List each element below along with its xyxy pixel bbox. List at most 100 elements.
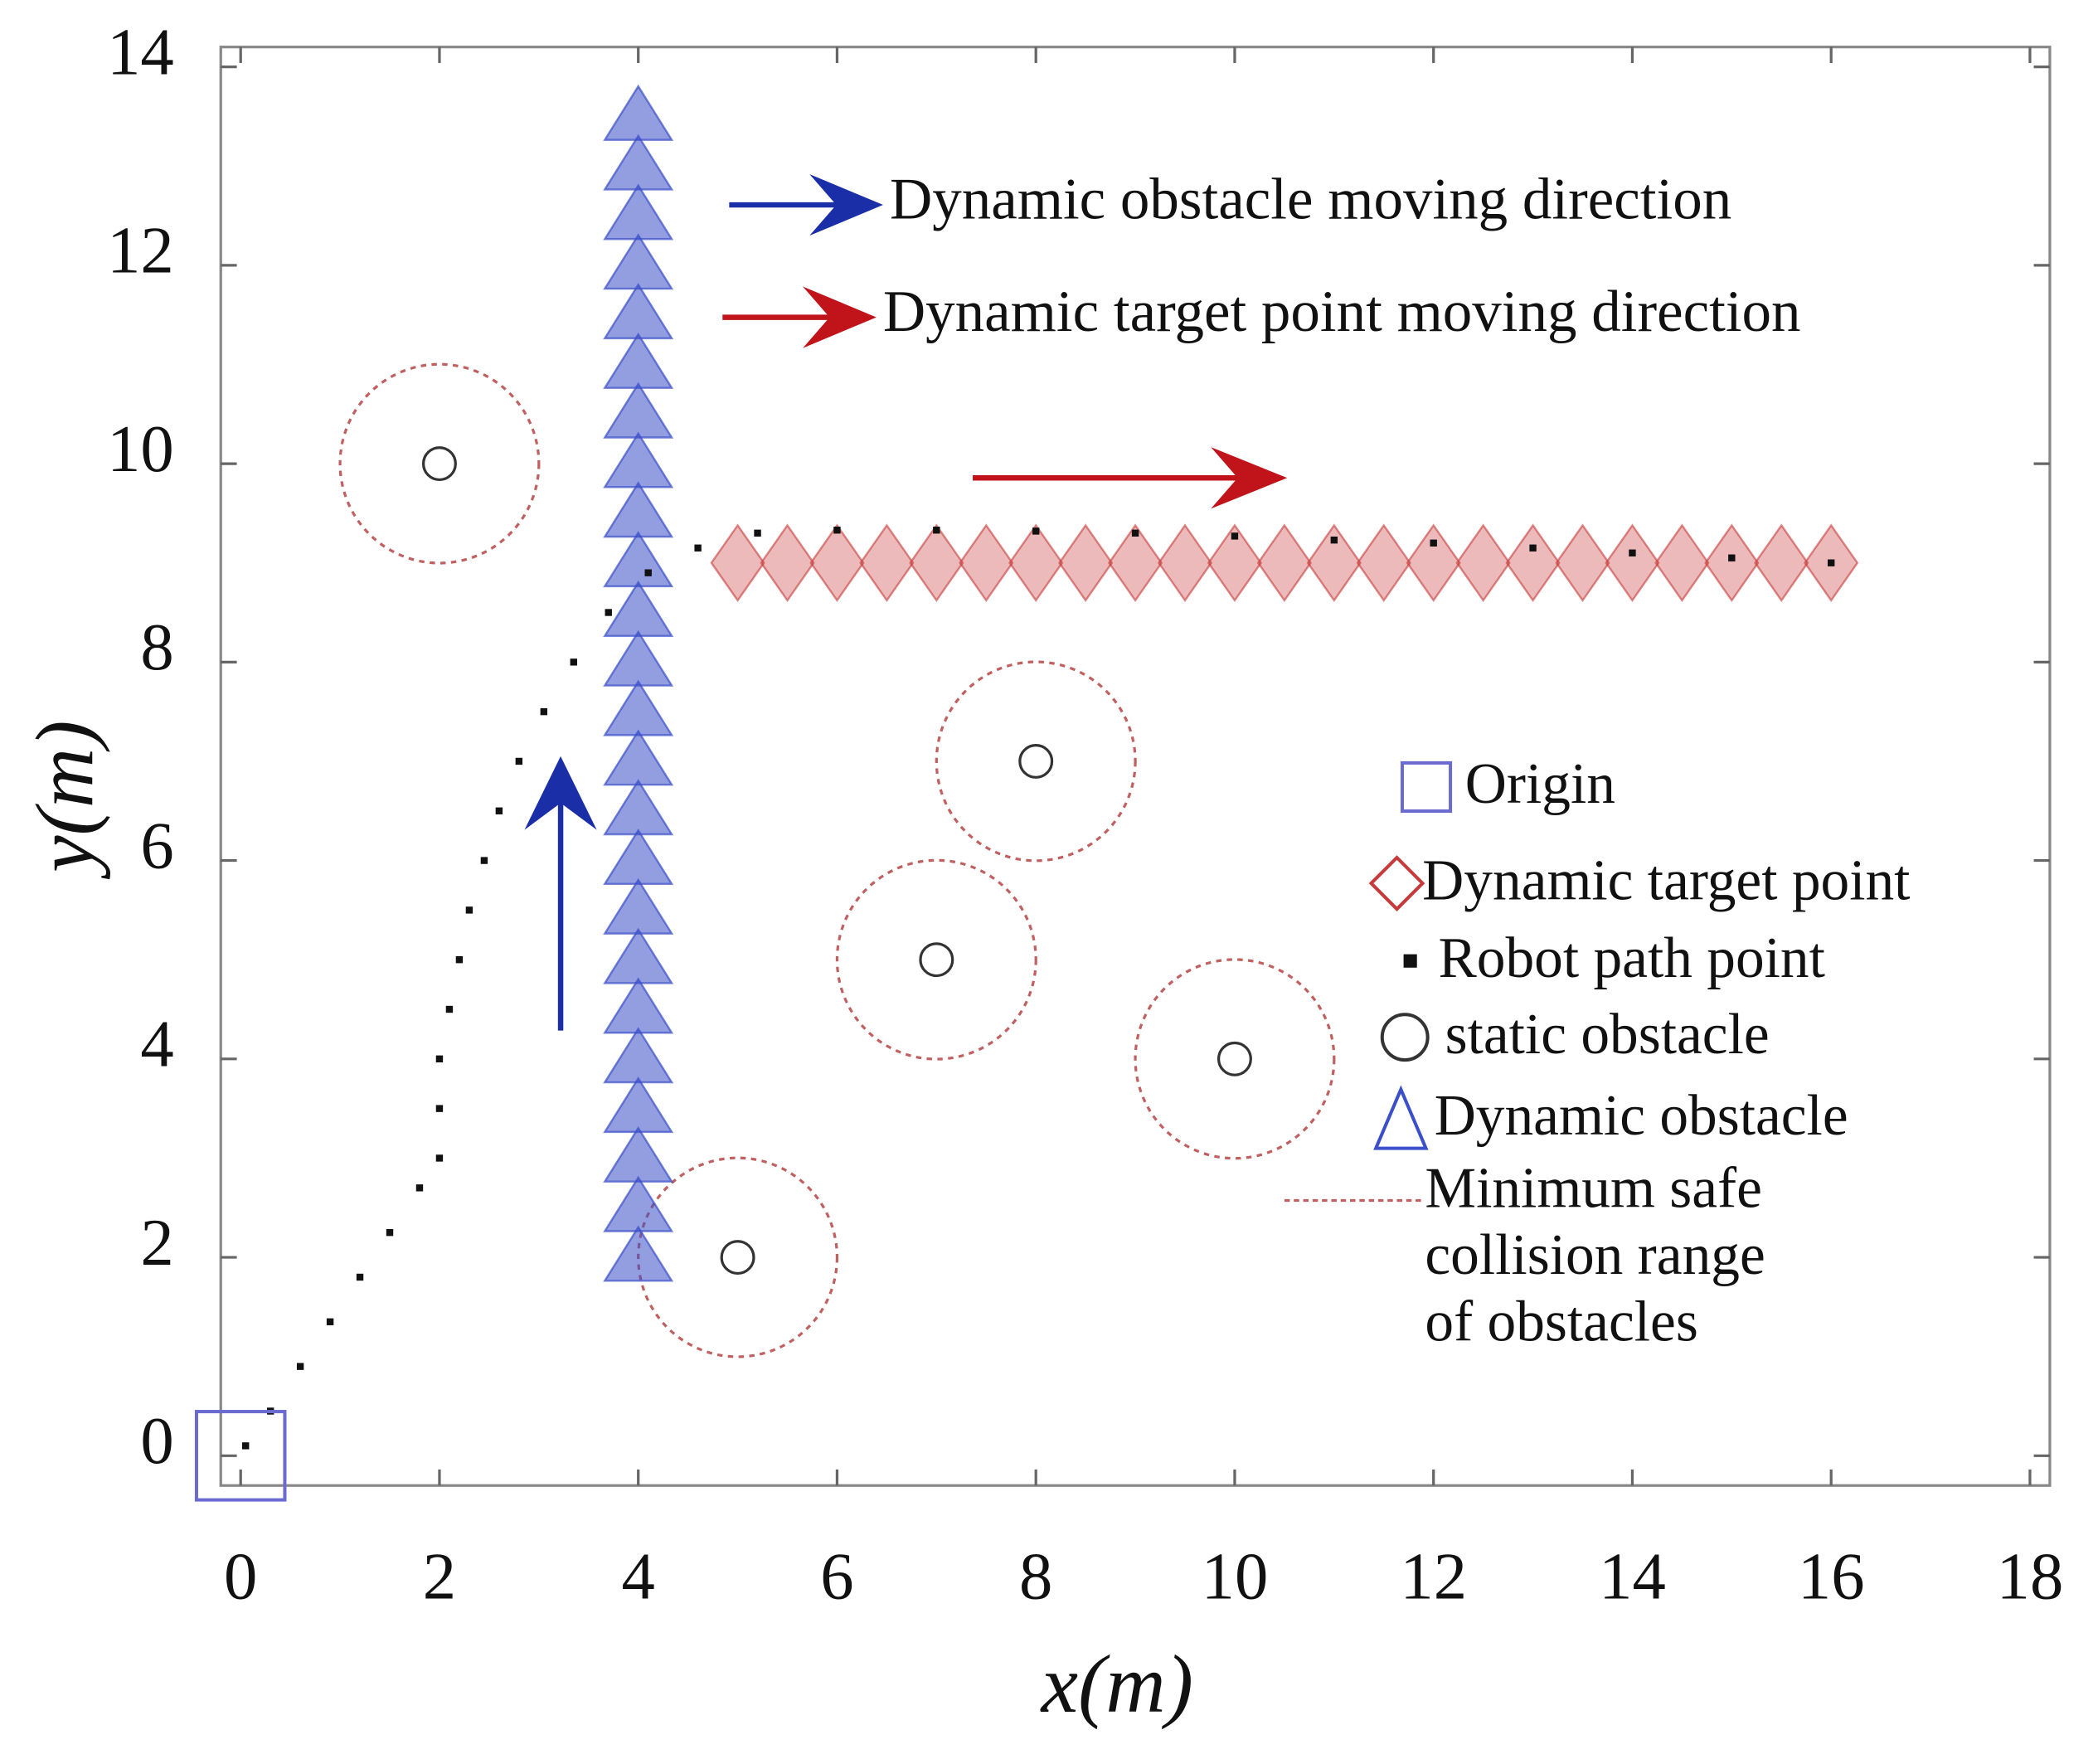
dynamic-obstacle <box>603 877 674 935</box>
target-marker <box>1008 523 1064 602</box>
dynamic-obstacle <box>603 729 674 786</box>
path-point <box>465 906 474 914</box>
path-point <box>1529 544 1537 552</box>
dynamic-obstacle <box>603 1125 674 1183</box>
path-point <box>1629 549 1636 556</box>
legend-label: Minimum safe <box>1425 1156 1762 1220</box>
dynamic-obstacle <box>603 431 674 488</box>
legend-label: Dynamic obstacle <box>1435 1084 1848 1148</box>
dynamic-obstacle <box>603 332 674 389</box>
safe-range <box>338 362 541 565</box>
path-point <box>1231 532 1239 540</box>
dynamic-obstacle <box>603 134 674 191</box>
dynamic-obstacle <box>603 828 674 886</box>
target-marker <box>1306 523 1362 602</box>
dynamic-obstacle <box>603 481 674 538</box>
path-point <box>435 1105 444 1112</box>
dynamic-obstacle <box>603 779 674 836</box>
y-tick-label: 2 <box>140 1206 173 1280</box>
dynamic-obstacle <box>603 679 674 736</box>
path-point <box>455 956 464 964</box>
legend-marker <box>1380 1013 1430 1062</box>
path-point <box>386 1228 394 1237</box>
safe-range <box>637 1156 839 1358</box>
legend-label: collision range <box>1425 1223 1765 1287</box>
dynamic-obstacle <box>603 1175 674 1232</box>
x-tick-label: 2 <box>423 1540 456 1614</box>
path-point <box>356 1273 364 1281</box>
annotation: Dynamic obstacle moving direction <box>890 167 1731 231</box>
legend-label: static obstacle <box>1445 1003 1770 1067</box>
x-tick-label: 12 <box>1400 1540 1467 1614</box>
legend-label: of obstacles <box>1425 1290 1697 1354</box>
legend-marker <box>1373 1085 1429 1150</box>
path-point <box>1728 554 1736 561</box>
target-marker <box>1406 523 1461 602</box>
dynamic-obstacle <box>603 283 674 340</box>
y-tick-label: 10 <box>107 412 174 486</box>
red-arrow <box>722 286 1288 509</box>
target-marker <box>909 523 964 602</box>
dynamic-obstacle <box>603 531 674 588</box>
x-tick-label: 18 <box>1997 1540 2064 1614</box>
target-marker <box>1505 523 1561 602</box>
path-point <box>570 658 577 666</box>
target-marker <box>809 523 865 602</box>
path-point <box>1430 539 1437 547</box>
path-point <box>1131 529 1139 537</box>
dynamic-obstacle <box>603 381 674 439</box>
x-axis-label: x(m) <box>1040 1638 1193 1730</box>
dynamic-obstacle <box>603 629 674 687</box>
x-tick-label: 10 <box>1202 1540 1269 1614</box>
path-point <box>933 527 940 534</box>
target-marker <box>859 523 915 602</box>
target-marker <box>959 523 1014 602</box>
y-tick-label: 12 <box>107 214 174 288</box>
path-point <box>495 807 503 814</box>
static-obstacle <box>720 1240 755 1276</box>
path-point <box>833 527 841 534</box>
target-marker <box>1704 523 1760 602</box>
target-marker <box>1207 523 1263 602</box>
target-marker <box>1654 523 1710 602</box>
dynamic-obstacle <box>603 233 674 290</box>
target-marker <box>1058 523 1114 602</box>
path-point <box>435 1055 444 1063</box>
y-tick-label: 6 <box>140 809 173 882</box>
x-tick-label: 14 <box>1599 1540 1666 1614</box>
dynamic-obstacle <box>603 580 674 637</box>
path-point <box>435 1154 444 1162</box>
path-point <box>1827 559 1835 566</box>
dynamic-obstacle <box>603 927 674 984</box>
path-point <box>605 609 612 616</box>
dynamic-obstacle <box>603 977 674 1034</box>
y-tick-label: 4 <box>140 1008 173 1081</box>
y-tick-label: 0 <box>140 1404 173 1478</box>
x-tick-label: 8 <box>1019 1540 1052 1614</box>
dynamic-obstacle <box>603 84 674 141</box>
safe-range <box>835 858 1037 1061</box>
origin-marker <box>194 1410 287 1502</box>
path-point <box>445 1005 454 1013</box>
path-point <box>480 857 488 864</box>
path-point <box>754 529 761 537</box>
legend-label: Origin <box>1465 752 1615 816</box>
blue-arrow <box>524 173 883 1031</box>
static-obstacle <box>1018 743 1054 779</box>
static-obstacle <box>919 942 954 978</box>
target-marker <box>1256 523 1312 602</box>
dynamic-obstacle <box>603 1076 674 1134</box>
dynamic-obstacle <box>603 1027 674 1084</box>
x-tick-label: 4 <box>622 1540 655 1614</box>
plot-frame <box>219 46 2052 1487</box>
target-marker <box>1754 523 1809 602</box>
legend-marker <box>1368 855 1425 911</box>
x-tick-label: 0 <box>224 1540 257 1614</box>
path-point <box>1330 536 1338 544</box>
target-marker <box>1157 523 1213 602</box>
safe-range <box>935 660 1137 863</box>
target-marker <box>1605 523 1660 602</box>
target-marker <box>1107 523 1163 602</box>
dynamic-obstacle <box>603 1225 674 1282</box>
